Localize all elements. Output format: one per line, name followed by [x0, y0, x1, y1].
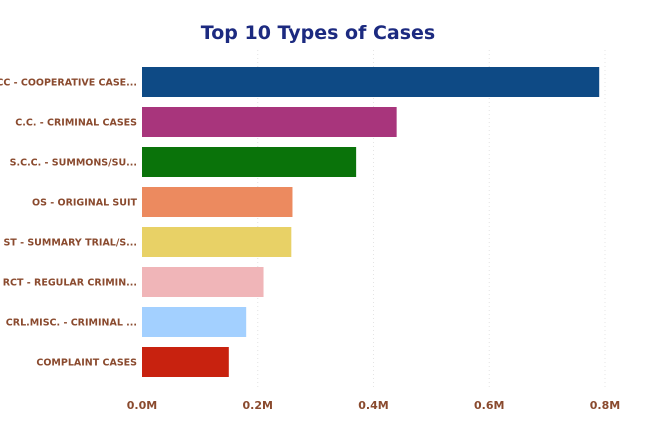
category-labels: CC - COOPERATIVE CASE... C.C. - CRIMINAL …: [0, 78, 138, 369]
bars: [142, 67, 600, 377]
gridlines: [257, 50, 606, 390]
x-tick-label: 0.4M: [358, 399, 388, 412]
category-label: S.C.C. - SUMMONS/SU...: [10, 158, 137, 169]
category-label: OS - ORIGINAL SUIT: [32, 198, 137, 209]
bar[interactable]: [142, 187, 293, 217]
x-tick-label: 0.6M: [474, 399, 504, 412]
bar[interactable]: [142, 347, 229, 377]
category-label: CRL.MISC. - CRIMINAL ...: [6, 318, 137, 329]
bar[interactable]: [142, 107, 397, 137]
bar[interactable]: [142, 267, 264, 297]
category-label: COMPLAINT CASES: [36, 358, 137, 369]
category-label: ST - SUMMARY TRIAL/S...: [3, 238, 137, 249]
chart-title: Top 10 Types of Cases: [200, 22, 436, 44]
x-tick-labels: 0.0M 0.2M 0.4M 0.6M 0.8M: [127, 399, 620, 412]
x-tick-label: 0.8M: [590, 399, 620, 412]
x-tick-label: 0.2M: [243, 399, 273, 412]
category-label: CC - COOPERATIVE CASE...: [0, 78, 137, 89]
bar[interactable]: [142, 307, 247, 337]
bar[interactable]: [142, 227, 292, 257]
category-label: RCT - REGULAR CRIMIN...: [3, 278, 137, 289]
bar[interactable]: [142, 147, 357, 177]
bar[interactable]: [142, 67, 600, 97]
category-label: C.C. - CRIMINAL CASES: [15, 118, 137, 129]
x-tick-label: 0.0M: [127, 399, 157, 412]
